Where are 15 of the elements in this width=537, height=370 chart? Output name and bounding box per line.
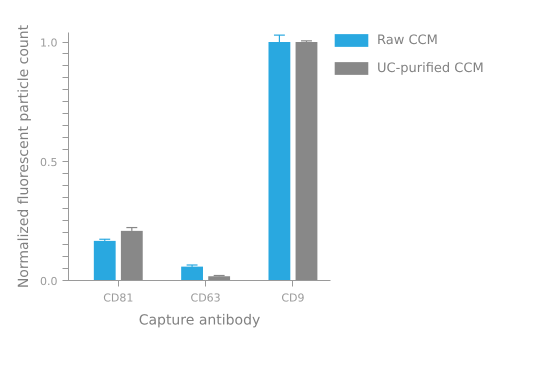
x-tick-label: CD63 [190, 292, 221, 304]
legend-label: UC-purified CCM [377, 60, 484, 76]
bar [181, 266, 203, 280]
y-tick-label: 0.0 [40, 275, 58, 288]
y-tick-label: 0.5 [40, 156, 58, 169]
bar [296, 42, 318, 280]
x-axis-title: Capture antibody [138, 312, 260, 328]
bar [94, 240, 116, 280]
x-tick-label: CD9 [281, 292, 305, 304]
legend-label: Raw CCM [377, 32, 438, 48]
y-tick-label: 1.0 [40, 36, 58, 50]
x-tick-label: CD81 [103, 292, 134, 304]
y-axis-title: Normalized fluorescent particle count [16, 24, 32, 288]
bar [120, 230, 143, 280]
bar [208, 276, 230, 280]
